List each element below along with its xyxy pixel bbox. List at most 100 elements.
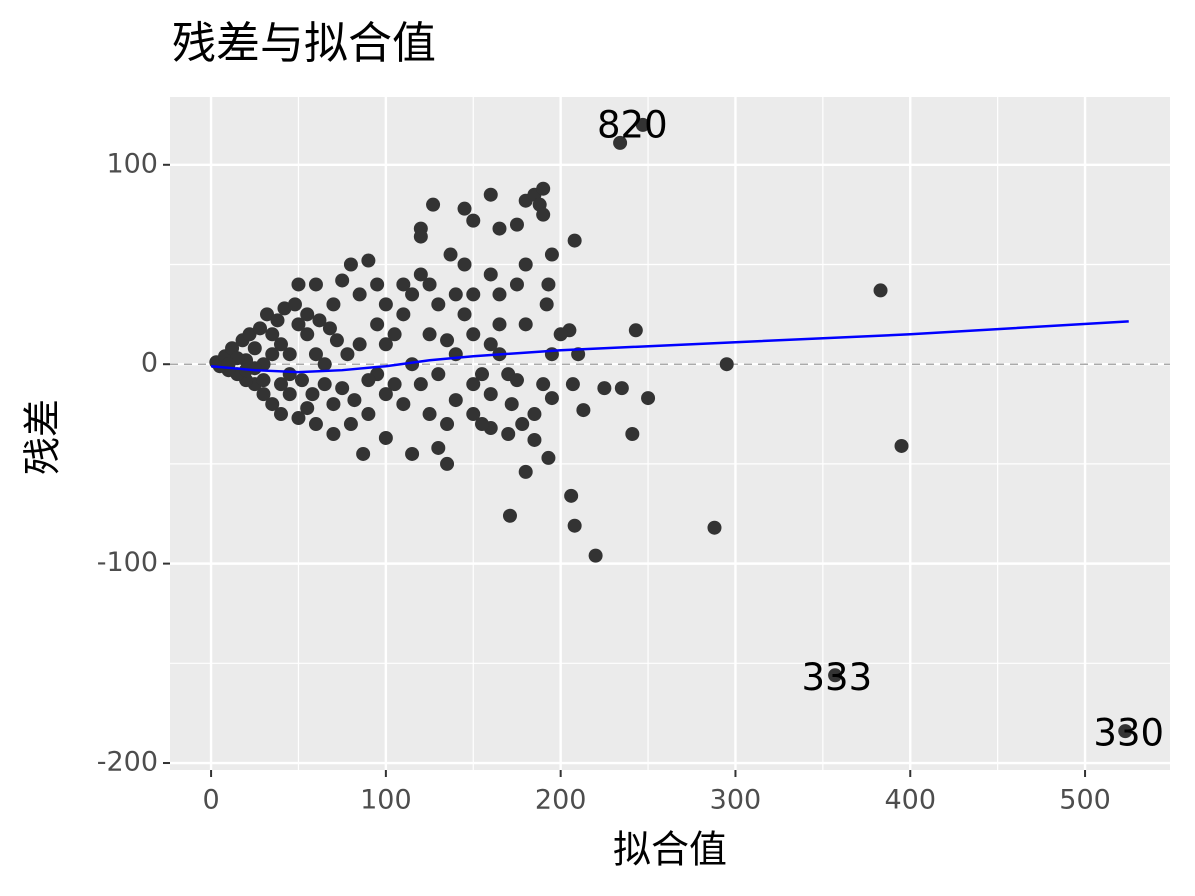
annotation: 820 <box>597 103 668 146</box>
point <box>308 347 323 362</box>
y-tick-label: -100 <box>97 547 158 578</box>
point <box>431 367 446 382</box>
point <box>287 297 302 312</box>
point <box>326 397 341 412</box>
point <box>300 401 315 416</box>
point <box>413 267 428 282</box>
point <box>527 432 542 447</box>
point <box>483 387 498 402</box>
point <box>282 347 297 362</box>
point <box>294 373 309 388</box>
point <box>256 373 271 388</box>
point <box>265 327 280 342</box>
point <box>828 668 843 683</box>
point <box>641 391 656 406</box>
point <box>564 488 579 503</box>
point <box>308 277 323 292</box>
point <box>413 229 428 244</box>
point <box>405 287 420 302</box>
smooth-line <box>210 320 1129 374</box>
point <box>405 446 420 461</box>
point <box>340 347 355 362</box>
point <box>361 253 376 268</box>
point <box>518 257 533 272</box>
point <box>515 417 530 432</box>
point <box>440 333 455 348</box>
point <box>343 257 358 272</box>
point <box>466 327 481 342</box>
point <box>567 518 582 533</box>
point <box>527 407 542 422</box>
point <box>253 321 268 336</box>
point <box>457 307 472 322</box>
point <box>502 508 517 523</box>
point <box>378 387 393 402</box>
point <box>448 393 463 408</box>
point <box>265 397 280 412</box>
point <box>370 317 385 332</box>
point <box>466 407 481 422</box>
point <box>422 407 437 422</box>
point <box>291 411 306 426</box>
annotation: 333 <box>802 656 873 699</box>
point <box>492 317 507 332</box>
y-axis-label: 残差 <box>21 399 65 475</box>
point <box>873 283 888 298</box>
point <box>282 367 297 382</box>
point <box>536 207 551 222</box>
point <box>539 297 554 312</box>
point <box>625 426 640 441</box>
point <box>396 277 411 292</box>
point <box>396 397 411 412</box>
point <box>719 357 734 372</box>
point <box>413 377 428 392</box>
point <box>448 287 463 302</box>
point <box>553 327 568 342</box>
point <box>466 213 481 228</box>
point <box>308 417 323 432</box>
point <box>300 307 315 322</box>
point <box>273 407 288 422</box>
plot-panel <box>170 97 1170 770</box>
point <box>475 367 490 382</box>
point <box>378 430 393 445</box>
point <box>305 387 320 402</box>
point <box>396 307 411 322</box>
point <box>260 307 275 322</box>
point <box>541 277 556 292</box>
point <box>352 287 367 302</box>
point <box>628 323 643 338</box>
y-tick-label: 0 <box>141 348 158 379</box>
annotation: 330 <box>1093 712 1164 755</box>
point <box>317 377 332 392</box>
point <box>597 381 612 396</box>
point <box>518 464 533 479</box>
point <box>291 277 306 292</box>
point <box>300 327 315 342</box>
point <box>894 438 909 453</box>
point <box>544 247 559 262</box>
point <box>443 247 458 262</box>
point <box>256 387 271 402</box>
point <box>492 287 507 302</box>
point <box>431 440 446 455</box>
point <box>518 317 533 332</box>
point <box>541 450 556 465</box>
point <box>440 456 455 471</box>
point <box>466 287 481 302</box>
point <box>273 377 288 392</box>
point <box>613 135 628 150</box>
y-tick-label: -200 <box>97 747 158 778</box>
point <box>440 417 455 432</box>
point <box>312 313 327 328</box>
point <box>492 221 507 236</box>
point <box>536 181 551 196</box>
point <box>483 267 498 282</box>
x-tick-label: 300 <box>710 785 762 816</box>
point <box>544 391 559 406</box>
point <box>335 381 350 396</box>
point <box>565 377 580 392</box>
point <box>567 233 582 248</box>
point <box>466 377 481 392</box>
